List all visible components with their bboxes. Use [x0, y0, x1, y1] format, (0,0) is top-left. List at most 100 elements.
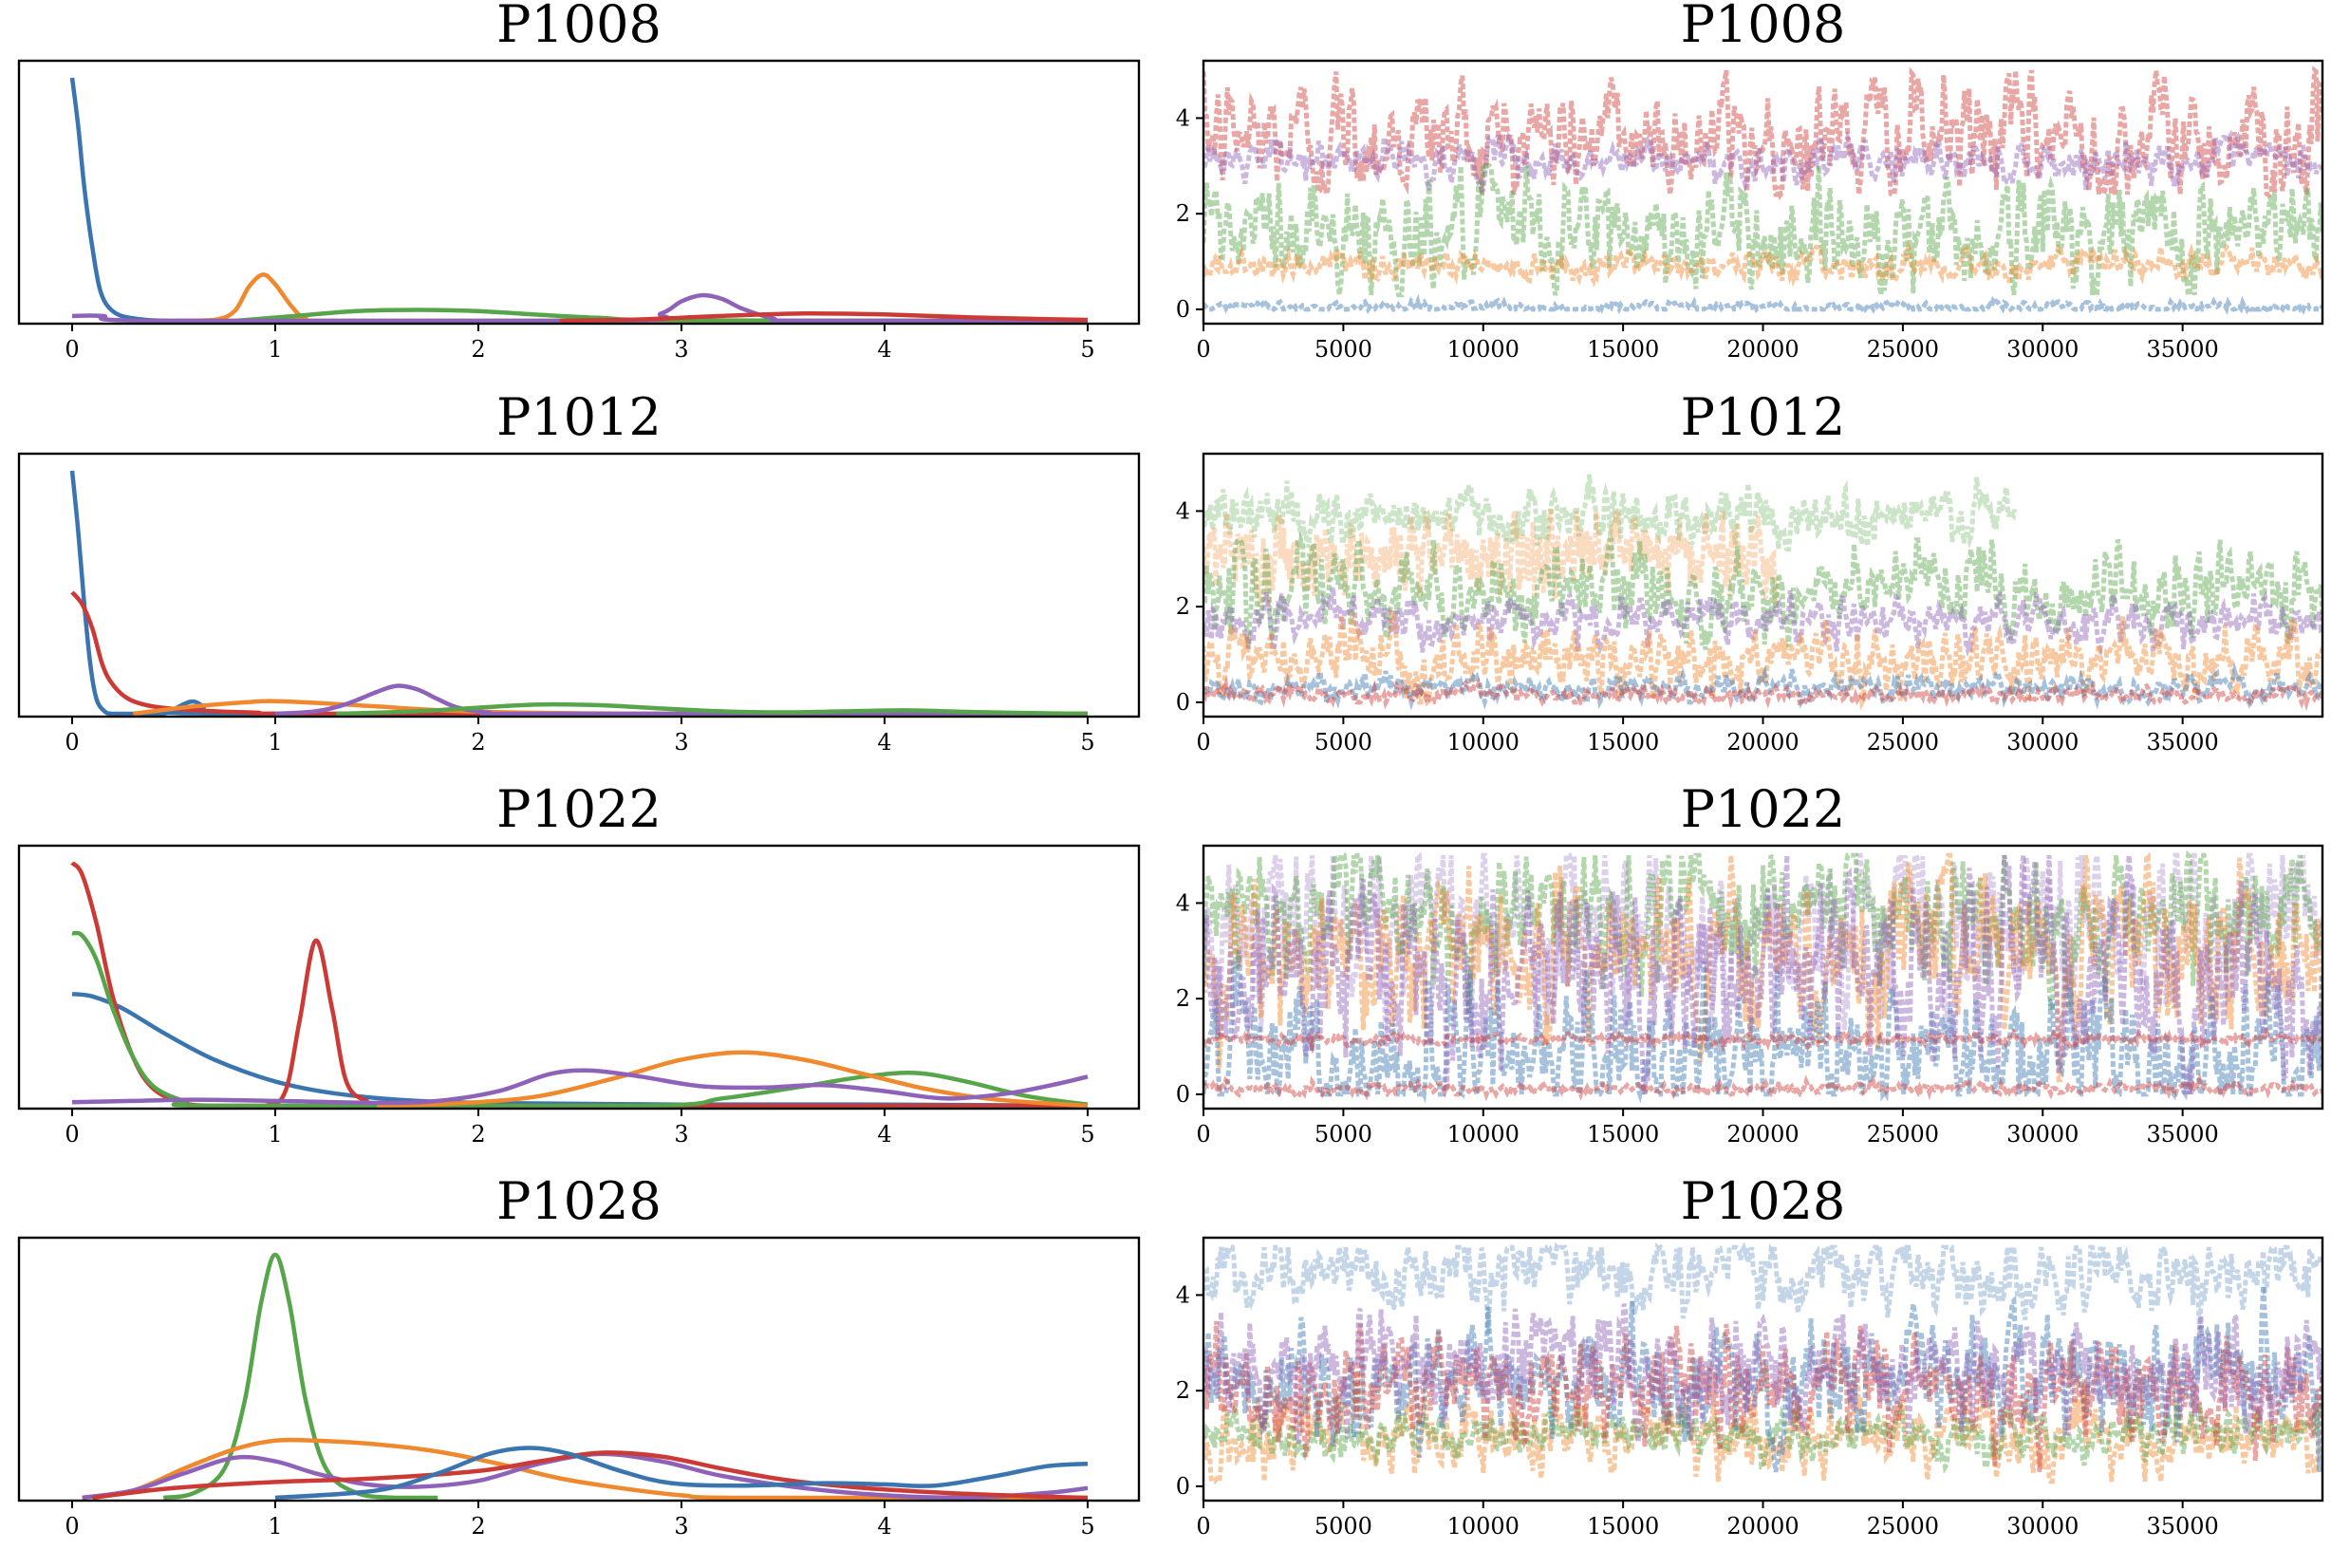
y-tick-label: 2 — [1176, 1377, 1190, 1404]
trace-orange — [1203, 240, 2322, 289]
x-tick-label: 15000 — [1587, 1121, 1659, 1148]
x-tick-label: 30000 — [2006, 1513, 2079, 1540]
trace-series — [1203, 849, 2322, 1104]
axes-frame — [17, 452, 1141, 719]
panel-density-p1022: P1022 0 1 2 3 4 5 — [17, 779, 1141, 1148]
x-tick-label: 1 — [268, 729, 282, 756]
x-tick-label: 5000 — [1315, 336, 1372, 363]
x-tick-label: 4 — [877, 1513, 891, 1540]
panel-trace-p1012: P1012 0 5000 10000 15000 20000 25000 30000 35000… — [1176, 387, 2324, 756]
x-tick-label: 35000 — [2146, 1121, 2218, 1148]
trace-red — [1203, 676, 2322, 712]
x-tick-label: 0 — [1196, 1121, 1210, 1148]
panel-title: P1012 — [496, 387, 662, 447]
x-tick-label: 20000 — [1726, 729, 1799, 756]
x-tick-label: 35000 — [2146, 729, 2218, 756]
x-tick-label: 30000 — [2006, 729, 2079, 756]
x-tick-label: 5000 — [1315, 1121, 1372, 1148]
panel-title: P1028 — [496, 1171, 662, 1231]
x-tick-label: 0 — [65, 336, 79, 363]
x-tick-label: 5 — [1080, 1121, 1094, 1148]
density-lines — [69, 470, 1089, 717]
panel-density-p1028: P1028 0 1 2 3 4 5 — [17, 1171, 1141, 1540]
axes-frame — [17, 844, 1141, 1111]
density-lines — [69, 77, 1089, 324]
y-tick-label: 0 — [1176, 689, 1190, 716]
x-tick-label: 20000 — [1726, 1121, 1799, 1148]
density-line-orange — [376, 1050, 1089, 1109]
x-tick-label: 1 — [268, 336, 282, 363]
y-tick-label: 2 — [1176, 985, 1190, 1012]
panel-title: P1022 — [496, 779, 662, 839]
trace-green-pale — [1203, 474, 2018, 552]
y-tick-label: 4 — [1176, 497, 1190, 524]
trace-series — [1203, 65, 2322, 318]
density-line-blue — [69, 77, 1088, 324]
y-tick-label: 0 — [1176, 1081, 1190, 1108]
x-tick-label: 10000 — [1447, 729, 1520, 756]
trace-red — [1203, 1320, 2322, 1472]
density-lines — [82, 1252, 1089, 1501]
x-tick-label: 4 — [877, 336, 891, 363]
x-tick-label: 2 — [471, 729, 485, 756]
trace-blue-pale — [1203, 1238, 2322, 1335]
x-tick-label: 1 — [268, 1121, 282, 1148]
density-line-green — [336, 701, 1089, 717]
panel-density-p1008: P1008 0 1 2 3 4 5 — [17, 0, 1141, 363]
trace-green — [1203, 163, 2322, 298]
panel-title: P1008 — [1681, 0, 1846, 54]
density-line-red — [559, 311, 1089, 324]
x-tick-label: 2 — [471, 1513, 485, 1540]
y-tick-label: 4 — [1176, 1281, 1190, 1308]
y-tick-label: 4 — [1176, 104, 1190, 131]
x-tick-label: 20000 — [1726, 336, 1799, 363]
x-tick-label: 25000 — [1867, 1121, 1939, 1148]
panel-title: P1028 — [1681, 1171, 1846, 1231]
trace-red — [1203, 1024, 2322, 1055]
axes-frame — [17, 59, 1141, 326]
trace-blue — [1203, 950, 2322, 1104]
trace-purple — [1203, 587, 2322, 659]
x-tick-label: 5 — [1080, 336, 1094, 363]
x-tick-label: 0 — [65, 729, 79, 756]
x-tick-label: 30000 — [2006, 336, 2079, 363]
x-tick-label: 35000 — [2146, 336, 2218, 363]
x-tick-label: 5 — [1080, 1513, 1094, 1540]
x-tick-label: 3 — [674, 1121, 688, 1148]
panel-trace-p1022: P1022 0 5000 10000 15000 20000 25000 30000 35000… — [1176, 779, 2324, 1148]
panel-title: P1008 — [496, 0, 662, 54]
trace-blue — [1203, 293, 2322, 318]
x-tick-label: 15000 — [1587, 729, 1659, 756]
trace-purple — [1203, 854, 2322, 1095]
x-tick-label: 3 — [674, 1513, 688, 1540]
trace-purple-pale — [1203, 852, 2322, 1052]
trace-purple — [1203, 128, 2322, 194]
x-tick-label: 0 — [65, 1121, 79, 1148]
density-line-blue — [69, 470, 1088, 717]
x-tick-label: 4 — [877, 1121, 891, 1148]
x-tick-label: 10000 — [1447, 1121, 1520, 1148]
x-tick-label: 3 — [674, 729, 688, 756]
x-tick-label: 35000 — [2146, 1513, 2218, 1540]
density-line-purple — [71, 1068, 1089, 1106]
density-line-purple — [82, 1451, 1089, 1501]
density-line-green — [234, 308, 1089, 324]
x-tick-label: 2 — [471, 1121, 485, 1148]
trace-green — [1203, 1398, 2322, 1474]
trace-orange — [1203, 852, 2322, 1083]
panel-density-p1012: P1012 0 1 2 3 4 5 — [17, 387, 1141, 756]
x-tick-label: 0 — [1196, 336, 1210, 363]
y-tick-label: 2 — [1176, 200, 1190, 227]
trace-orange — [1203, 1369, 2322, 1484]
panel-title: P1022 — [1681, 779, 1846, 839]
trace-blue — [1203, 662, 2322, 711]
trace-orange-pale — [1203, 508, 1780, 607]
x-tick-label: 25000 — [1867, 1513, 1939, 1540]
x-tick-label: 5 — [1080, 729, 1094, 756]
trace-red — [1203, 65, 2322, 201]
y-tick-label: 0 — [1176, 296, 1190, 323]
trace-purple — [1203, 1302, 2322, 1445]
x-tick-label: 3 — [674, 336, 688, 363]
trace-blue — [1203, 1285, 2322, 1473]
density-line-orange — [82, 1437, 1088, 1501]
